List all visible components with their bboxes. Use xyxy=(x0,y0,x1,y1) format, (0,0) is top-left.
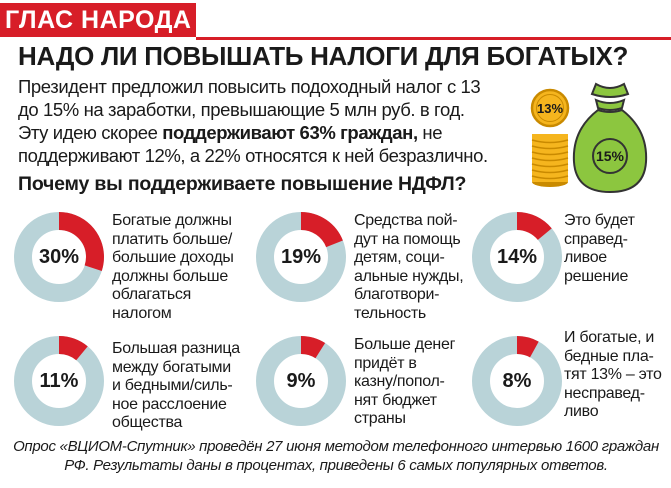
donut-answer-label: Богатые должны платить больше/большие дох… xyxy=(112,212,234,324)
donut-value-arc xyxy=(472,336,562,426)
section-banner: ГЛАС НАРОДА xyxy=(0,3,196,37)
donut-chart: 9% xyxy=(256,336,346,426)
donut-answer-line: ливо xyxy=(564,403,599,421)
donut-answer-label: Больше денег придёт в казну/попол-нят бюдж… xyxy=(354,336,455,429)
donut-answer-line: Это будет xyxy=(564,212,635,229)
donut-answer-line: несправед- xyxy=(564,384,645,402)
footer-line: РФ. Результаты даны в процентах, приведе… xyxy=(64,457,608,474)
intro-line: Эту идею скорее поддерживают 63% граждан… xyxy=(18,121,533,144)
intro-line: поддерживают 12%, а 22% относятся к ней … xyxy=(18,145,488,166)
donut-answer-line: решение xyxy=(564,267,629,285)
chart-question: Почему вы поддерживаете повышение НДФЛ? xyxy=(18,173,467,195)
donut-answer-line: справед- xyxy=(564,230,628,248)
donut-percent-label: 14% xyxy=(496,245,538,268)
footer-line: Опрос «ВЦИОМ-Спутник» проведён 27 июня м… xyxy=(13,438,659,455)
donut-answer-line: И богатые, и xyxy=(564,329,654,346)
donut-answer-line: Богатые должны xyxy=(112,212,232,229)
donut-answer-line: бедные пла- xyxy=(564,347,654,365)
coin-label: 13% xyxy=(537,101,563,116)
donut-answer-line: большие доходы xyxy=(112,249,234,267)
donut-answer-line: ливое xyxy=(564,249,607,267)
donut-answer-label: Это будет справед-ливое решение xyxy=(564,212,635,286)
coins-and-moneybag-illustration: 13% 15% xyxy=(530,82,648,194)
donut-chart: 30% xyxy=(14,212,104,302)
donut-answer-line: альные нужды, xyxy=(354,267,464,285)
donut-value-arc xyxy=(14,336,104,426)
intro-text: Президент предложил повысить подоходный … xyxy=(18,75,533,167)
donut-answer-line: и бедными/силь- xyxy=(112,377,233,395)
donut-percent-label: 30% xyxy=(38,245,80,268)
donut-percent-label: 9% xyxy=(286,369,316,392)
donut-answer-line: благотвори- xyxy=(354,286,440,304)
donut-value-arc xyxy=(472,212,562,302)
donut-chart: 19% xyxy=(256,212,346,302)
donut-value-arc xyxy=(14,212,104,302)
bag-label: 15% xyxy=(596,148,625,164)
donut-answer-line: страны xyxy=(354,410,406,428)
donut-answer-line: облагаться xyxy=(112,286,191,304)
donut-answer-line: дут на помощь xyxy=(354,230,461,248)
donut-chart: 14% xyxy=(472,212,562,302)
donut-answer-line: тят 13% – это xyxy=(564,366,662,384)
donut-answer-line: должны больше xyxy=(112,267,228,285)
donut-answer-line: Средства пой- xyxy=(354,212,458,229)
money-bag-icon xyxy=(572,82,648,194)
donut-answer-line: Больше денег xyxy=(354,336,456,353)
donut-value-arc xyxy=(256,336,346,426)
donut-answer-label: Большая разница между богатыми и бедными/с… xyxy=(112,340,240,433)
donut-answer-label: И богатые, и бедные пла-тят 13% – это несп… xyxy=(564,329,662,422)
intro-text-plain: не xyxy=(417,122,443,143)
intro-line: до 15% на заработки, превышающие 5 млн р… xyxy=(18,99,465,120)
donut-answer-line: общества xyxy=(112,414,183,432)
donut-answer-line: придёт в xyxy=(354,354,417,372)
donut-answer-line: налогом xyxy=(112,304,172,322)
intro-text-plain: Эту идею скорее xyxy=(18,122,163,143)
donut-value-arc xyxy=(256,212,346,302)
donut-answer-line: детям, соци- xyxy=(354,249,445,267)
donut-answer-line: платить больше/ xyxy=(112,230,232,248)
donut-chart: 8% xyxy=(472,336,562,426)
intro-text-highlight: поддерживают 63% граждан, xyxy=(162,122,418,143)
donut-answer-line: между богатыми xyxy=(112,358,231,376)
donut-answer-line: тельность xyxy=(354,304,426,322)
donut-answer-label: Средства пой-дут на помощь детям, соци-ал… xyxy=(354,212,464,324)
banner-rule xyxy=(196,37,671,40)
coin-stack-icon xyxy=(530,88,570,187)
footer-note: Опрос «ВЦИОМ-Спутник» проведён 27 июня м… xyxy=(4,437,668,475)
donut-percent-label: 19% xyxy=(280,245,322,268)
donut-answer-line: ное расслоение xyxy=(112,395,227,413)
intro-line: Президент предложил повысить подоходный … xyxy=(18,76,481,97)
donut-chart: 11% xyxy=(14,336,104,426)
donut-percent-label: 11% xyxy=(39,369,79,392)
donut-answer-line: Большая разница xyxy=(112,340,240,357)
donut-percent-label: 8% xyxy=(502,369,532,392)
donut-answer-line: казну/попол- xyxy=(354,373,445,391)
headline: НАДО ЛИ ПОВЫШАТЬ НАЛОГИ ДЛЯ БОГАТЫХ? xyxy=(18,41,629,71)
donut-answer-line: нят бюджет xyxy=(354,391,437,409)
